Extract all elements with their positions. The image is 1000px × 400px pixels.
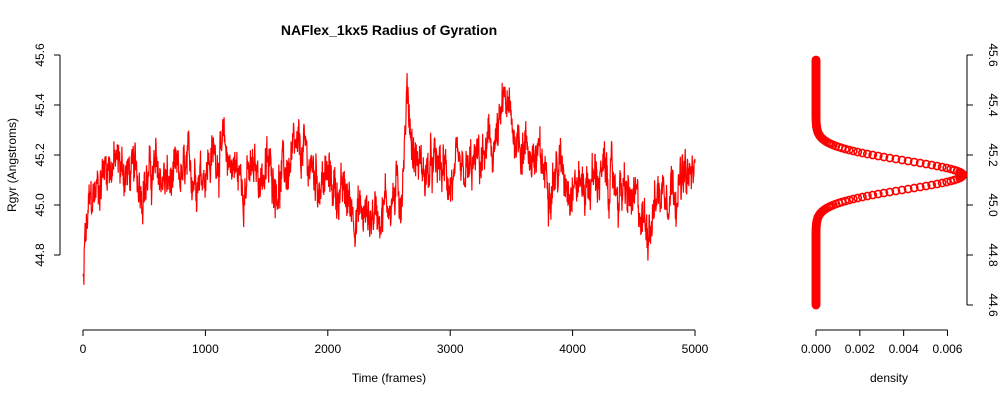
density-point [897, 185, 907, 195]
density-point [932, 161, 942, 171]
density-x-tick-label: 0.000 [801, 342, 831, 356]
density-point [915, 182, 925, 192]
density-point [879, 152, 889, 162]
density-y-tick-label: 45.2 [986, 143, 1000, 167]
density-point [853, 193, 863, 203]
x-axis-label: Time (frames) [352, 371, 426, 385]
density-point [937, 178, 947, 188]
density-x-tick-label: 0.002 [845, 342, 875, 356]
y-tick-label: 45.4 [33, 93, 47, 117]
density-point [885, 153, 895, 163]
x-tick-label: 0 [80, 342, 87, 356]
x-tick-label: 3000 [437, 342, 464, 356]
density-y-tick-label: 44.6 [986, 293, 1000, 317]
density-point [903, 184, 913, 194]
density-point [873, 151, 883, 161]
density-point [903, 156, 913, 166]
density-point [946, 164, 956, 174]
density-point [844, 195, 854, 205]
density-point [863, 191, 872, 201]
y-tick-label: 45.0 [33, 193, 47, 217]
density-point [921, 181, 931, 191]
rgyr-series [82, 73, 696, 285]
density-point [915, 158, 925, 168]
density-y-tick-label: 44.8 [986, 243, 1000, 267]
density-point [873, 189, 883, 199]
density-point [897, 155, 907, 165]
y-tick-label: 45.2 [33, 143, 47, 167]
chart-title: NAFlex_1kx5 Radius of Gyration [281, 22, 497, 38]
x-tick-label: 4000 [559, 342, 586, 356]
density-point [891, 186, 901, 196]
density-point [863, 149, 872, 159]
density-point [937, 162, 947, 172]
density-point [858, 192, 867, 202]
density-point [848, 194, 858, 204]
density-point [879, 188, 889, 198]
density-x-tick-label: 0.004 [889, 342, 919, 356]
rgyr-line [82, 73, 696, 285]
density-point [868, 190, 878, 200]
main-plot-axes: 0 1000 2000 3000 4000 5000 44.8 45.0 45.2 45.4 45.… [33, 43, 709, 356]
density-point [942, 177, 952, 187]
density-y-tick-label: 45.0 [986, 193, 1000, 217]
x-tick-label: 5000 [682, 342, 709, 356]
density-point [858, 148, 867, 158]
density-series [811, 55, 968, 310]
density-point [853, 147, 863, 157]
density-point [891, 154, 901, 164]
density-point [909, 183, 919, 193]
density-point [932, 179, 942, 189]
density-x-tick-label: 0.006 [932, 342, 962, 356]
y-axis-label: Rgyr (Angstroms) [5, 118, 19, 212]
density-y-tick-label: 45.4 [986, 93, 1000, 117]
y-tick-label: 44.8 [33, 243, 47, 267]
x-tick-label: 2000 [314, 342, 341, 356]
density-x-axis-label: density [870, 371, 908, 385]
density-point [848, 146, 858, 156]
density-y-tick-label: 45.6 [986, 43, 1000, 67]
density-point [885, 187, 895, 197]
y-tick-label: 45.6 [33, 43, 47, 67]
density-point [927, 160, 937, 170]
density-point [841, 196, 850, 206]
density-plot-axes: 0.000 0.002 0.004 0.006 44.6 44.8 45.0 45.2 45.4… [801, 43, 1000, 356]
density-point [909, 157, 919, 167]
density-point [927, 180, 937, 190]
density-point [868, 150, 878, 160]
density-point [942, 163, 952, 173]
x-tick-label: 1000 [192, 342, 219, 356]
density-point [811, 55, 821, 65]
density-point [921, 159, 931, 169]
